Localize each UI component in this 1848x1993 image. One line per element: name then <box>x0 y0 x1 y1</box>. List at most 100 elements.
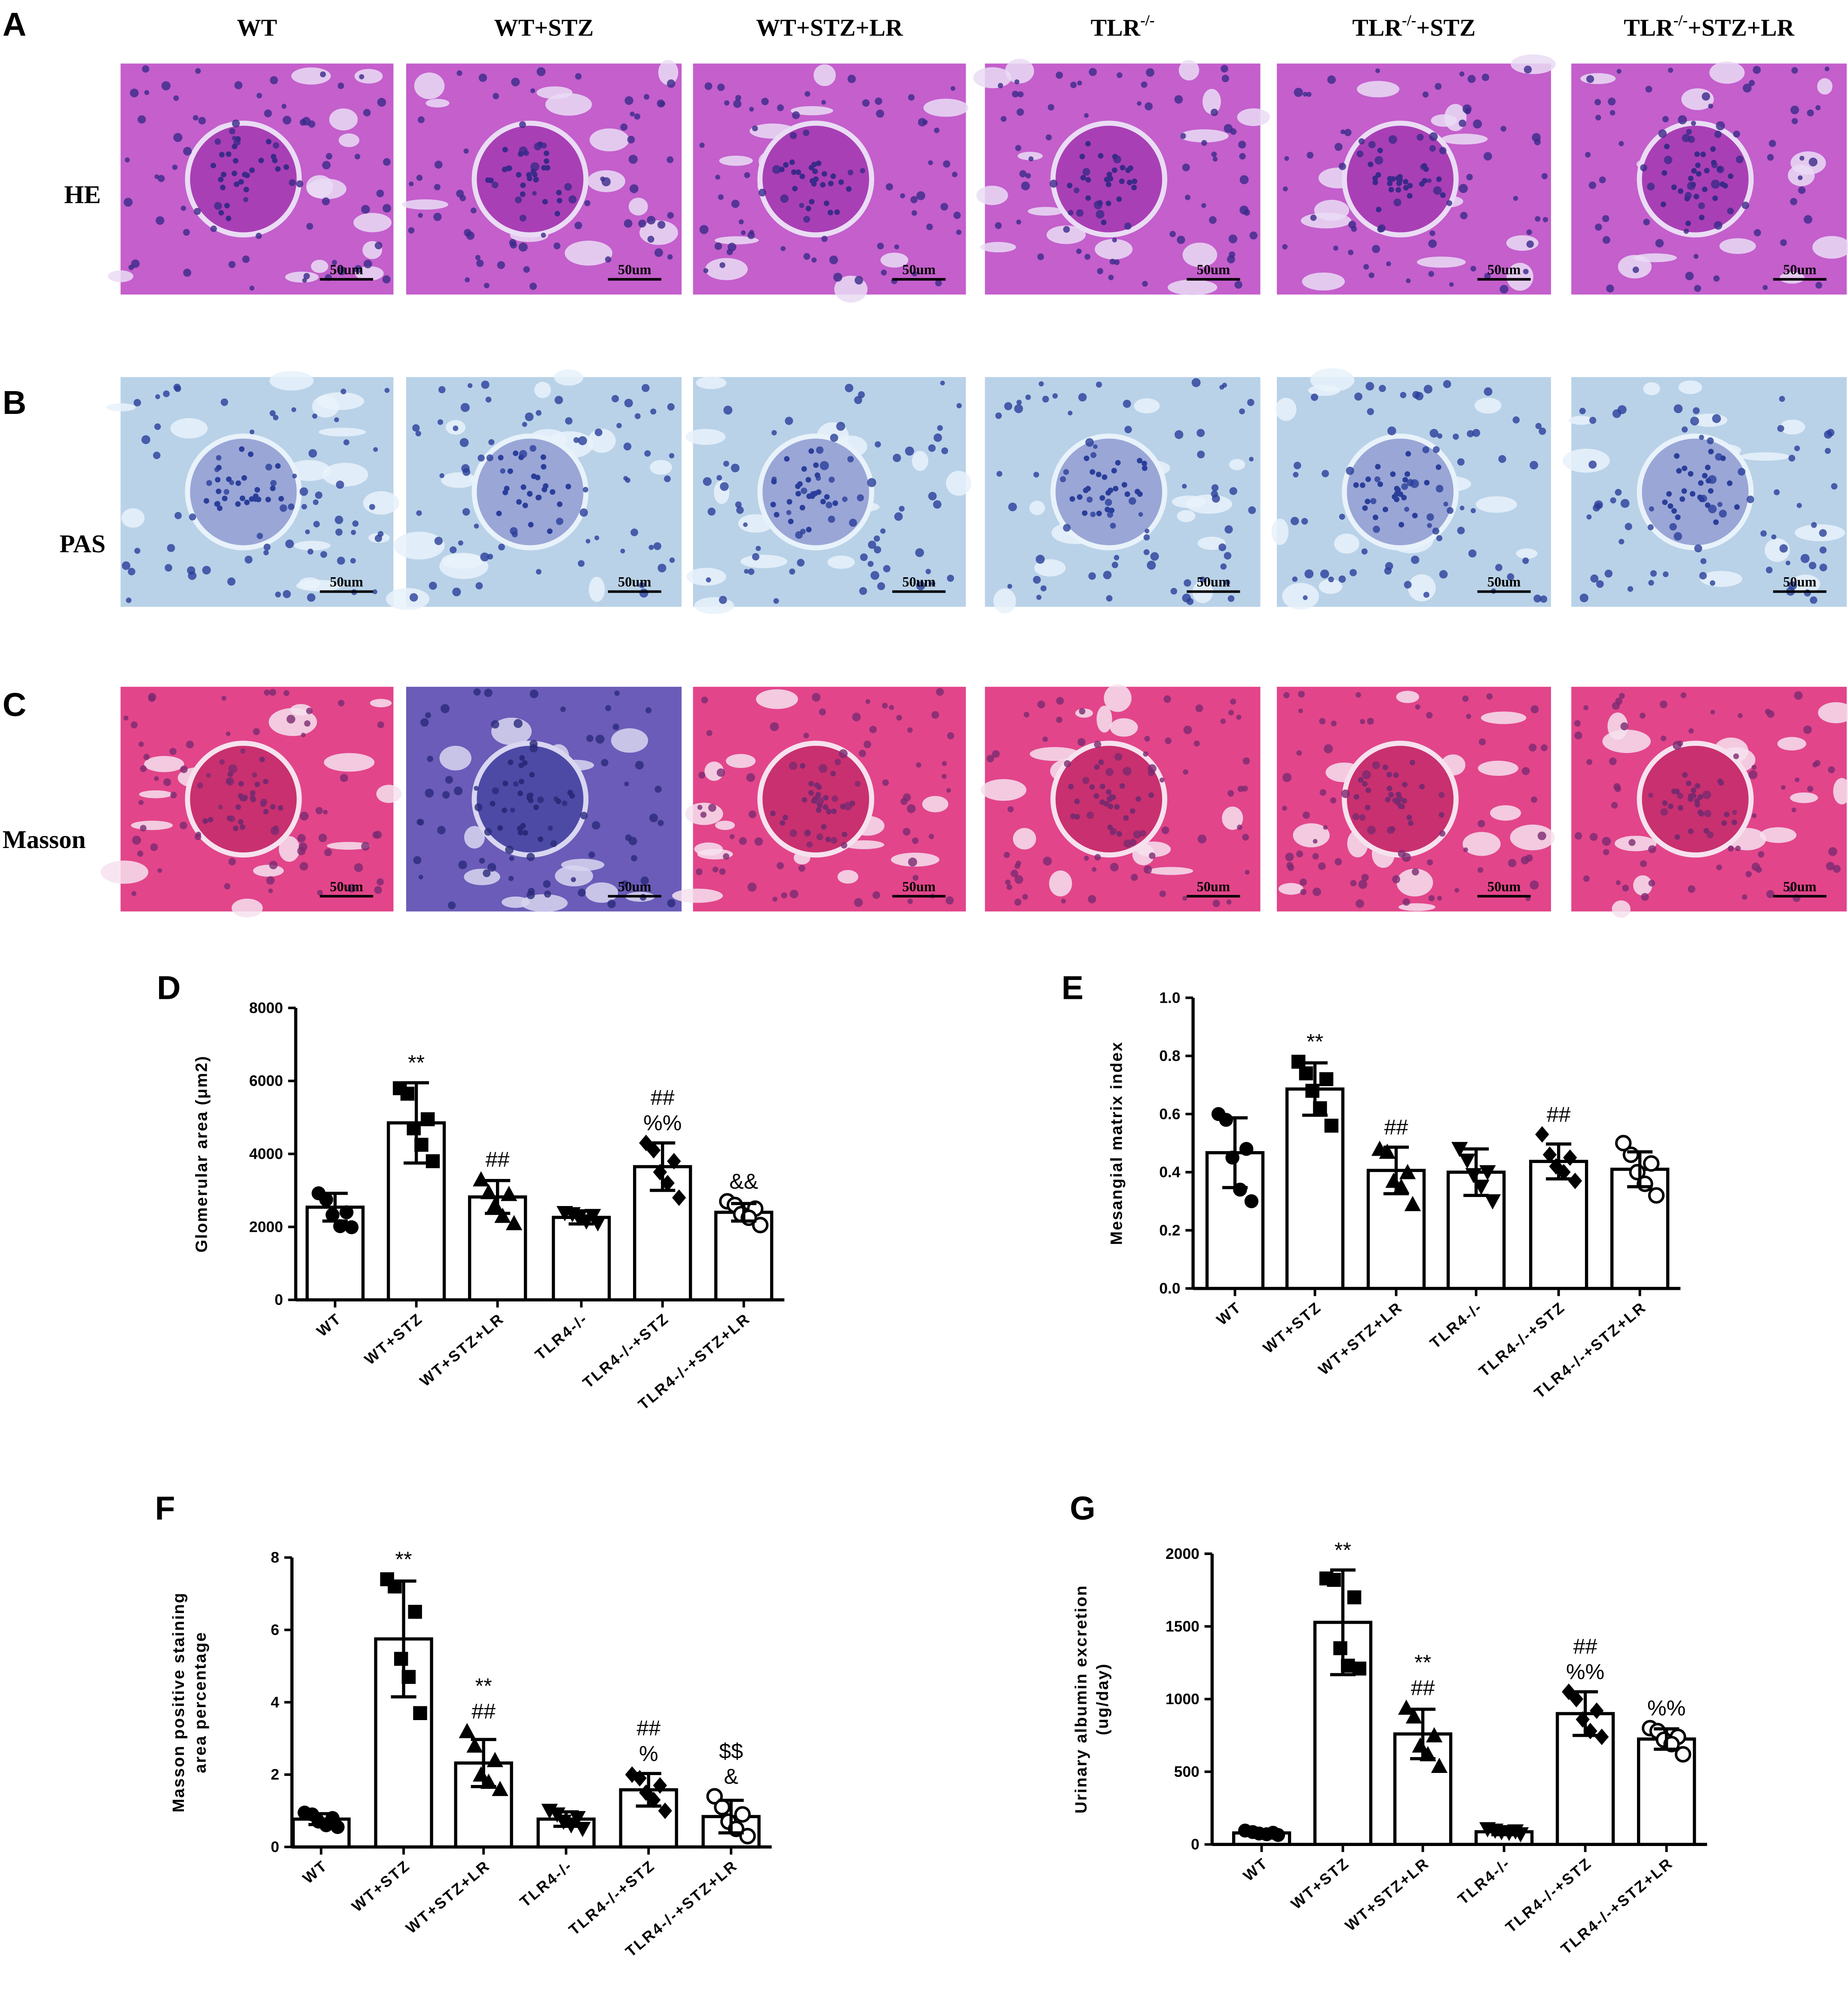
nucleus <box>1610 497 1616 503</box>
nucleus <box>374 886 382 894</box>
nucleus <box>523 150 529 156</box>
lumen <box>658 60 678 85</box>
nucleus <box>869 726 877 733</box>
y-tick-label: 8000 <box>249 999 283 1016</box>
nucleus <box>871 571 879 580</box>
nucleus <box>786 499 792 505</box>
nucleus <box>731 464 740 472</box>
lumen <box>1516 548 1537 559</box>
scale-bar-label: 50um <box>902 575 936 590</box>
significance-label: ## <box>1411 1676 1435 1700</box>
nucleus <box>1524 66 1532 73</box>
nucleus <box>1574 720 1581 726</box>
nucleus <box>418 819 424 825</box>
nucleus <box>264 110 272 117</box>
nucleus <box>629 155 638 164</box>
lumen <box>588 429 616 453</box>
lumen <box>756 689 798 709</box>
nucleus <box>1446 200 1452 206</box>
nucleus <box>605 705 611 711</box>
nucleus <box>544 891 551 897</box>
nucleus <box>273 415 278 420</box>
nucleus <box>162 81 171 90</box>
nucleus <box>218 805 223 809</box>
nucleus <box>197 783 203 789</box>
nucleus <box>165 564 172 572</box>
nucleus <box>647 236 654 243</box>
nucleus <box>811 257 817 263</box>
nucleus <box>341 389 346 394</box>
data-point <box>1535 1126 1549 1143</box>
y-tick-label: 4000 <box>249 1145 283 1163</box>
nucleus <box>144 90 150 95</box>
nucleus <box>227 578 236 586</box>
lumen <box>1396 691 1419 703</box>
nucleus <box>1648 580 1654 585</box>
lumen <box>946 471 971 496</box>
nucleus <box>1390 827 1395 832</box>
error-bar <box>485 1179 511 1215</box>
nucleus <box>735 95 741 101</box>
nucleus <box>1513 196 1518 201</box>
nucleus <box>1334 143 1343 151</box>
nucleus <box>1415 704 1420 710</box>
error-bar <box>1546 1142 1572 1181</box>
nucleus <box>1106 595 1113 602</box>
nucleus <box>1212 484 1219 492</box>
nucleus <box>1484 152 1492 161</box>
nucleus <box>219 152 225 157</box>
nucleus <box>1801 554 1810 563</box>
scale-bar-label: 50um <box>618 879 652 894</box>
nucleus <box>584 200 591 206</box>
nucleus <box>251 797 256 802</box>
nucleus <box>1699 435 1704 440</box>
nucleus <box>1728 173 1734 179</box>
nucleus <box>1230 129 1236 135</box>
micrograph-texture <box>413 688 676 912</box>
nucleus <box>623 476 628 481</box>
nucleus <box>987 755 994 762</box>
lumen <box>1229 459 1245 470</box>
nucleus <box>1649 880 1655 887</box>
nucleus <box>1681 488 1687 494</box>
nucleus <box>1339 163 1346 170</box>
nucleus <box>1385 562 1393 570</box>
nucleus <box>1748 770 1757 779</box>
nucleus <box>1123 400 1131 408</box>
nucleus <box>1640 860 1647 867</box>
nucleus <box>1102 475 1108 480</box>
nucleus <box>1688 176 1694 181</box>
nucleus <box>1405 451 1411 456</box>
lumen <box>629 198 648 215</box>
nucleus <box>479 858 485 864</box>
nucleus <box>1424 480 1429 486</box>
label-suffix: +STZ <box>1416 15 1475 41</box>
y-tick-label: 0.6 <box>1159 1105 1180 1123</box>
significance-label: ## <box>1384 1115 1408 1139</box>
nucleus <box>1807 110 1814 116</box>
nucleus <box>361 842 370 851</box>
nucleus <box>1220 719 1226 724</box>
nucleus <box>352 520 359 527</box>
nucleus <box>300 811 309 820</box>
lumen <box>1563 449 1610 473</box>
nucleus <box>575 73 581 80</box>
nucleus <box>1385 797 1391 802</box>
nucleus <box>1245 870 1249 875</box>
nucleus <box>1111 468 1117 474</box>
nucleus <box>1149 852 1155 859</box>
nucleus <box>630 529 638 536</box>
nucleus <box>1236 715 1241 720</box>
nucleus <box>510 808 515 813</box>
nucleus <box>554 242 560 249</box>
lumen <box>715 820 735 830</box>
nucleus <box>634 113 640 119</box>
nucleus <box>952 172 958 178</box>
lumen <box>329 108 358 130</box>
nucleus <box>1014 80 1019 85</box>
nucleus <box>835 759 841 765</box>
nucleus <box>571 877 576 882</box>
nucleus <box>1689 728 1694 733</box>
nucleus <box>287 715 295 723</box>
nucleus <box>1379 385 1386 392</box>
